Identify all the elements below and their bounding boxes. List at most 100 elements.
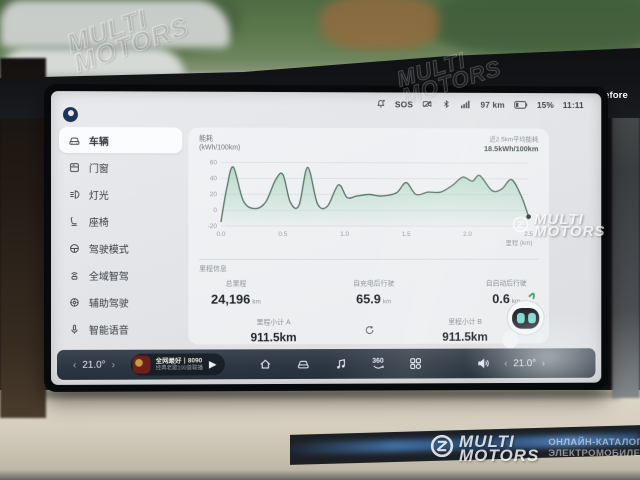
door-window-icon	[68, 161, 81, 174]
trip-meters-row: 里程小计 A 911.5km 里程小计 B 911.5km	[199, 316, 538, 344]
passenger-temperature-control: ‹ 21.0° ›	[504, 358, 545, 369]
sidebar-item-lights[interactable]: 灯光	[59, 181, 182, 207]
svg-text:40: 40	[210, 175, 218, 182]
trip-b: 里程小计 B 911.5km	[442, 318, 488, 344]
sidebar-item-label: 全域智驾	[88, 271, 129, 283]
apps-grid-icon[interactable]	[408, 357, 422, 371]
voice-assistant-robot[interactable]	[497, 288, 557, 349]
media-subtitle: 经典老歌100首联播	[155, 365, 203, 372]
svg-text:1.0: 1.0	[340, 231, 349, 238]
sidebar-item-vehicle[interactable]: 车辆	[58, 127, 183, 154]
seat-icon	[68, 215, 81, 228]
sidebar-item-driver-assist[interactable]: 辅助驾驶	[59, 289, 182, 315]
dock-right: ‹ 21.0° ›	[476, 356, 545, 370]
settings-sidebar: 车辆 门窗 灯光 座椅 驾驶模式	[58, 127, 183, 342]
sos-label: SOS	[394, 98, 414, 109]
sidebar-item-label: 门窗	[88, 163, 109, 175]
svg-text:-20: -20	[208, 223, 218, 230]
stat-total-mileage: 总里程 24,196 km	[211, 280, 261, 307]
windshield-street-scene	[0, 0, 640, 98]
mileage-stats-row: 总里程 24,196 km 自充电后行驶 65.9 km 自启动后行驶 0.6 km	[199, 278, 538, 306]
street-structure-blur	[320, 0, 440, 50]
music-icon[interactable]	[334, 357, 348, 371]
smart-driving-icon	[68, 268, 81, 281]
sidebar-item-label: 座椅	[88, 217, 109, 229]
home-icon[interactable]	[258, 357, 272, 371]
user-avatar[interactable]	[62, 107, 78, 123]
card-divider	[199, 258, 539, 260]
clock: 11:11	[562, 99, 584, 110]
battery-icon	[514, 99, 529, 109]
chart-title: 能耗	[199, 135, 214, 143]
surround-view-360-icon[interactable]: 360	[371, 357, 385, 370]
passenger-temperature: 21.0°	[513, 357, 537, 369]
svg-text:0.5: 0.5	[278, 231, 287, 238]
svg-text:60: 60	[210, 159, 218, 166]
interior-left-pillar	[0, 58, 46, 418]
driver-assist-icon	[68, 295, 81, 308]
svg-text:0: 0	[213, 207, 217, 214]
chevron-left-icon[interactable]: ‹	[72, 359, 77, 371]
sidebar-item-seats[interactable]: 座椅	[59, 208, 182, 234]
svg-text:1.5: 1.5	[402, 231, 411, 238]
sidebar-item-voice[interactable]: 智能语音	[59, 316, 182, 342]
media-title: 全网最好丨8090	[155, 356, 203, 365]
svg-text:20: 20	[210, 191, 218, 198]
volume-icon[interactable]	[476, 356, 491, 370]
trip-reset-icon[interactable]	[364, 324, 376, 336]
sidebar-item-label: 驾驶模式	[88, 244, 129, 256]
air-vent-slot	[290, 425, 640, 465]
vehicle-icon[interactable]	[295, 357, 310, 371]
cell-signal-icon	[460, 99, 472, 110]
svg-text:2.5: 2.5	[524, 231, 533, 238]
sidebar-item-doors-windows[interactable]: 门窗	[59, 154, 182, 180]
dock-nav: 360	[258, 357, 422, 371]
camera-off-icon	[422, 99, 434, 110]
range-remaining: 97 km	[480, 99, 505, 110]
bluetooth-icon	[442, 99, 451, 110]
center-display-bezel: SOS 97 km 15% 11:11	[44, 84, 609, 392]
dashboard-lower	[0, 390, 640, 480]
svg-text:里程 (km): 里程 (km)	[506, 238, 533, 247]
reflection-streak	[290, 433, 640, 455]
bottom-dock: ‹ 21.0° › 全网最好丨8090 经典老歌100首联播 ▶	[56, 348, 596, 380]
driver-temperature: 21.0°	[82, 359, 106, 371]
robot-antenna	[530, 294, 534, 299]
stat-since-charge: 自充电后行驶 65.9 km	[353, 280, 395, 306]
car-icon	[68, 134, 81, 147]
sidebar-item-label: 辅助驾驶	[88, 298, 129, 310]
steering-wheel-icon	[68, 241, 81, 254]
vehicle-info-card: 能耗 (kWh/100km) 近2.5km平均能耗 18.5kWh/100km …	[188, 127, 549, 345]
svg-text:0.0: 0.0	[216, 231, 225, 238]
chart-unit-label: (kWh/100km)	[199, 144, 241, 152]
chevron-right-icon[interactable]: ›	[111, 359, 115, 371]
infotainment-screen: SOS 97 km 15% 11:11	[50, 91, 602, 385]
status-bar: SOS 97 km 15% 11:11	[375, 98, 584, 110]
sidebar-item-label: 智能语音	[88, 325, 129, 337]
mileage-section-title: 里程信息	[199, 265, 227, 273]
screen-shadow	[30, 390, 620, 398]
sidebar-item-label: 车辆	[88, 136, 109, 148]
svg-text:2.0: 2.0	[463, 231, 472, 238]
microphone-icon	[68, 322, 81, 335]
notification-bell-icon	[375, 98, 386, 109]
media-widget[interactable]: 全网最好丨8090 经典老歌100首联播 ▶	[130, 353, 225, 376]
album-art	[132, 355, 151, 374]
avg-consumption-value: 18.5kWh/100km	[483, 144, 539, 154]
parked-car-blur	[0, 0, 230, 48]
avg-consumption-label: 近2.5km平均能耗	[489, 136, 539, 144]
foliage-blur	[430, 0, 640, 55]
chart-header: 能耗 (kWh/100km) 近2.5km平均能耗 18.5kWh/100km	[199, 134, 538, 154]
battery-percent: 15%	[536, 99, 555, 110]
driver-temperature-control: ‹ 21.0° ›	[73, 359, 115, 370]
chevron-right-icon[interactable]: ›	[541, 357, 546, 369]
play-icon[interactable]: ▶	[208, 358, 217, 370]
sidebar-item-drive-mode[interactable]: 驾驶模式	[59, 235, 182, 261]
energy-consumption-chart: 60 40 20 0 -200.0 0.5 1.0 1.5 2.0 2.5里程 (km)	[208, 159, 534, 247]
sidebar-item-smart-driving[interactable]: 全域智驾	[59, 262, 182, 288]
trip-a: 里程小计 A 911.5km	[250, 319, 297, 344]
headlight-icon	[68, 188, 81, 201]
sidebar-item-label: 灯光	[88, 190, 109, 202]
chevron-left-icon[interactable]: ‹	[504, 357, 508, 369]
